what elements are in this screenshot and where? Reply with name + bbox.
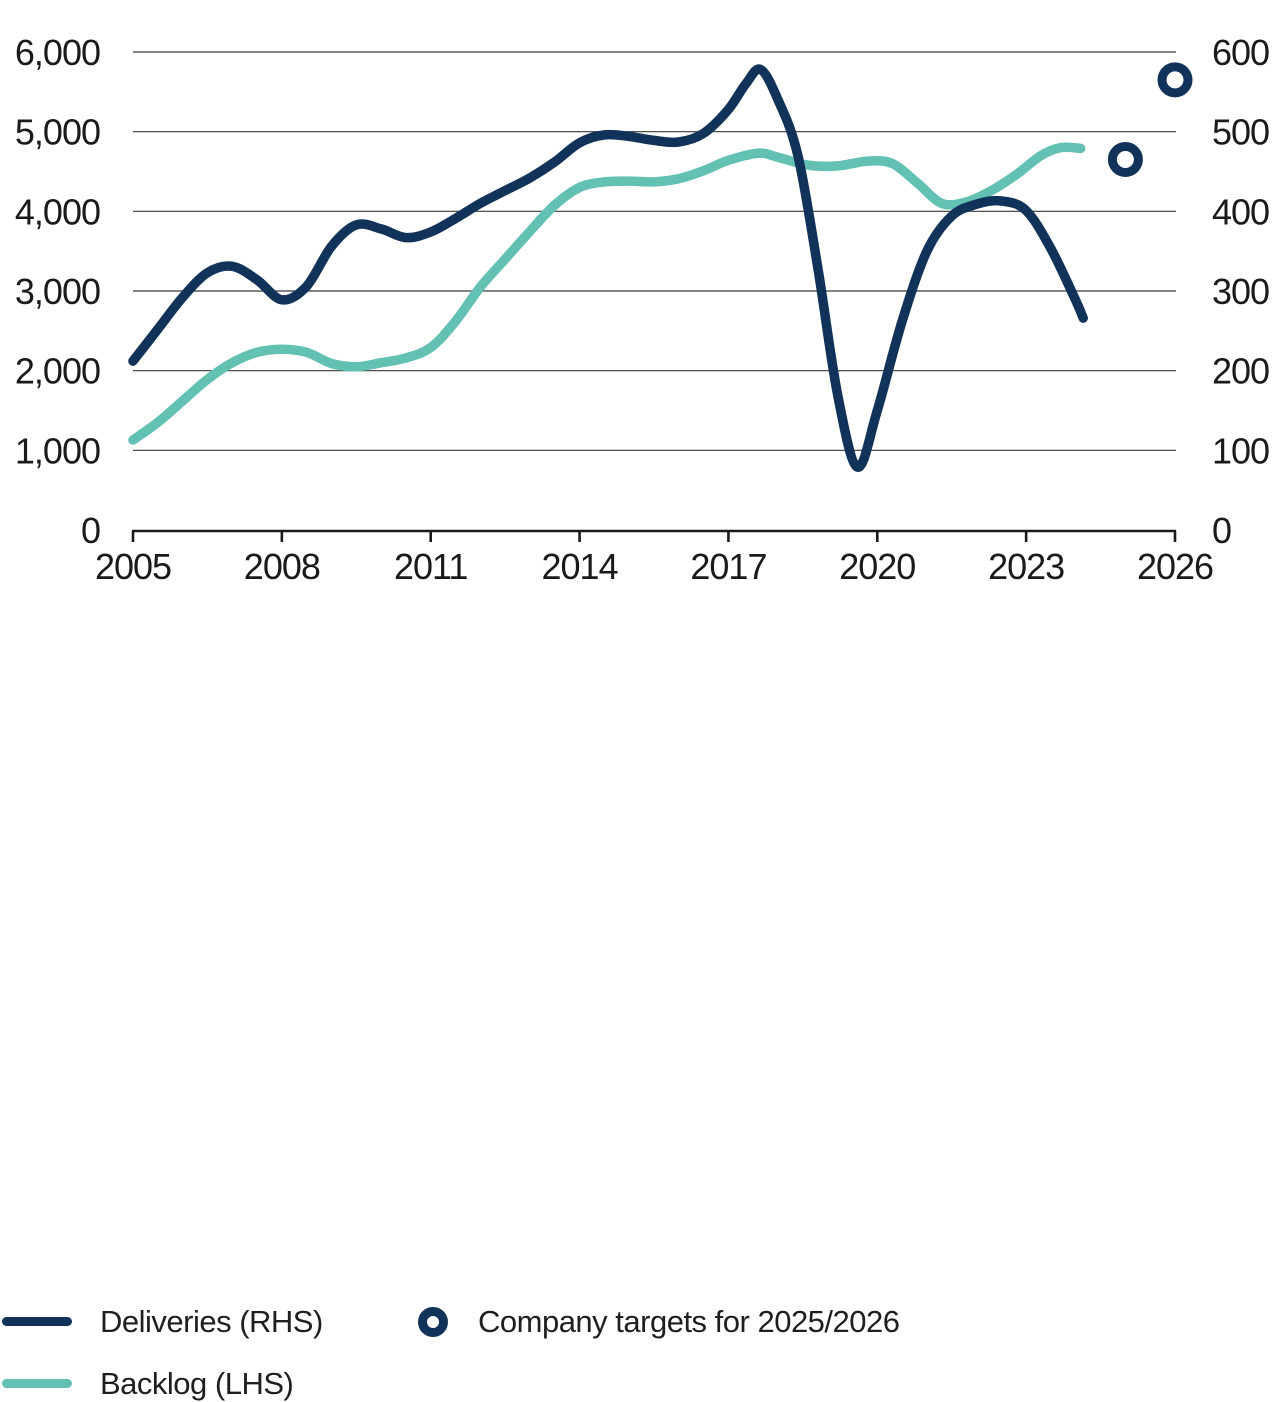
legend-label-backlog: Backlog (LHS) — [100, 1366, 294, 1401]
x-axis-label: 2014 — [542, 546, 618, 587]
y-axis-right-label: 400 — [1212, 191, 1269, 232]
legend-label-deliveries: Deliveries (RHS) — [100, 1304, 323, 1339]
legend-line-swatch-backlog — [2, 1379, 72, 1388]
y-axis-right-label: 200 — [1212, 351, 1269, 392]
legend-line-swatch-deliveries — [2, 1317, 72, 1326]
chart-legend: Deliveries (RHS) Company targets for 202… — [0, 645, 1280, 1401]
y-axis-right-label: 300 — [1212, 271, 1269, 312]
legend-label-company-targets: Company targets for 2025/2026 — [478, 1304, 900, 1339]
y-axis-left-label: 0 — [81, 510, 100, 551]
y-axis-right-label: 0 — [1212, 510, 1231, 551]
y-axis-right-label: 100 — [1212, 430, 1269, 471]
y-axis-right-label: 600 — [1212, 32, 1269, 73]
x-axis-label: 2017 — [690, 546, 766, 587]
series-line-backlog — [128, 142, 1086, 445]
y-axis-left-label: 1,000 — [15, 430, 100, 471]
y-axis-left-label: 4,000 — [15, 191, 100, 232]
y-axis-left-label: 2,000 — [15, 351, 100, 392]
chart-area: 2005 2008 2011 2014 2017 2020 2023 2026 0 1,000 2,… — [0, 0, 1280, 620]
y-axis-left-label: 6,000 — [15, 32, 100, 73]
y-axis-left-label: 5,000 — [15, 112, 100, 153]
x-axis-label: 2008 — [244, 546, 320, 587]
y-axis-left-label: 3,000 — [15, 271, 100, 312]
x-axis-label: 2026 — [1137, 546, 1213, 587]
series-line-deliveries — [128, 64, 1088, 472]
x-axis-label: 2011 — [394, 546, 467, 587]
target-marker — [1107, 142, 1143, 178]
x-axis-label: 2020 — [839, 546, 915, 587]
y-axis-right-label: 500 — [1212, 112, 1269, 153]
target-marker — [1157, 62, 1193, 98]
x-axis-label: 2023 — [988, 546, 1064, 587]
chart-canvas: 2005 2008 2011 2014 2017 2020 2023 202601,0002,… — [15, 32, 1270, 587]
x-axis-label: 2005 — [95, 546, 171, 587]
legend-open-circle-icon — [418, 1307, 448, 1337]
